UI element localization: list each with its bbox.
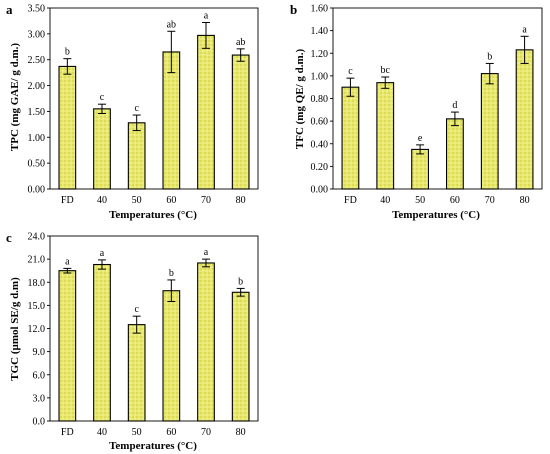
panel-b-y-tick-label: 0.00 — [311, 185, 329, 196]
panel-b-bar — [515, 49, 534, 190]
panel-c-plot-frame — [49, 235, 259, 422]
panel-a-bar — [231, 54, 250, 190]
panel-a-letter: a — [6, 2, 13, 17]
panel-c-x-tick-label: 60 — [166, 427, 176, 438]
panel-c-y-tick-label: 21.0 — [28, 255, 46, 266]
panel-b-x-tick-label: 70 — [485, 195, 495, 206]
panel-a-significance-letter: a — [204, 10, 209, 21]
panel-c-x-tick-label: 70 — [201, 427, 211, 438]
panel-c-x-tick-label: 40 — [97, 427, 107, 438]
panel-a-y-tick-label: 1.50 — [28, 107, 46, 118]
panel-a-x-tick-label: 80 — [236, 195, 246, 206]
panel-b-x-tick-label: 60 — [450, 195, 460, 206]
panel-c-y-tick-label: 12.0 — [28, 324, 46, 335]
panel-b-bar — [446, 118, 464, 190]
panel-c-y-tick-label: 0.0 — [33, 417, 46, 428]
panel-c-significance-letter: c — [134, 304, 139, 315]
panel-c-significance-letter: a — [204, 247, 209, 258]
panel-b-y-tick-label: 1.40 — [311, 26, 329, 37]
panel-b-plot-frame — [332, 7, 543, 190]
panel-c-bar — [127, 324, 146, 422]
panel-a-bar — [58, 65, 77, 190]
panel-a-bar — [197, 34, 215, 190]
panel-c-significance-letter: b — [238, 276, 243, 287]
panel-c-y-tick-label: 24.0 — [28, 232, 46, 243]
panel-a-significance-letter: ab — [236, 37, 245, 48]
panel-b-x-tick-label: FD — [344, 195, 357, 206]
panel-c-chart: c TGC (µmol SE/g d.m) Temperatures (°C) … — [6, 230, 259, 452]
panel-c-y-tick-label: 9.0 — [33, 347, 46, 358]
panel-c-letter: c — [6, 230, 12, 245]
panel-b-y-tick-label: 0.80 — [311, 94, 329, 105]
panel-c-y-axis-label: TGC (µmol SE/g d.m) — [9, 277, 21, 381]
panel-a-significance-letter: c — [134, 103, 139, 114]
panel-a-y-tick-label: 0.00 — [28, 185, 46, 196]
panel-a-x-tick-label: 70 — [201, 195, 211, 206]
panel-c-y-tick-label: 15.0 — [28, 301, 46, 312]
panel-c-y-tick-label: 18.0 — [28, 278, 46, 289]
panel-c-y-tick-label: 6.0 — [33, 370, 46, 381]
panel-b-letter: b — [290, 2, 297, 17]
panel-b-significance-letter: e — [418, 133, 423, 144]
panel-a-y-tick-label: 3.00 — [28, 29, 46, 40]
panel-a-x-tick-label: 40 — [97, 195, 107, 206]
panel-c-significance-letter: a — [100, 248, 105, 259]
panel-b-bar — [411, 148, 429, 190]
panel-b-x-tick-label: 40 — [380, 195, 390, 206]
panel-b-x-tick-label: 80 — [520, 195, 530, 206]
panel-a-x-tick-label: 50 — [132, 195, 142, 206]
panel-b-y-tick-label: 1.60 — [311, 4, 329, 15]
panel-a-plot-frame — [49, 7, 259, 190]
panel-b-x-tick-label: 50 — [415, 195, 425, 206]
panel-b-y-tick-label: 0.40 — [311, 139, 329, 150]
panel-b-y-tick-label: 1.20 — [311, 49, 329, 60]
panel-b-y-tick-label: 1.00 — [311, 71, 329, 82]
panel-a-y-tick-label: 3.50 — [28, 4, 46, 15]
panel-b-y-axis-label: TFC (mg QE/ g d.m.) — [294, 49, 306, 150]
panel-b-y-tick-label: 0.60 — [311, 117, 329, 128]
panel-c-bar — [58, 270, 77, 422]
panel-a-bar — [127, 122, 146, 190]
panel-a-chart: a TPC (mg GAE/ g d.m.) Temperatures (°C)… — [6, 2, 259, 221]
panel-b-significance-letter: b — [487, 51, 492, 62]
panel-b-bar — [376, 82, 395, 190]
panel-b-significance-letter: d — [452, 100, 457, 111]
panel-c-significance-letter: a — [65, 256, 70, 267]
panel-c-x-tick-label: FD — [61, 427, 74, 438]
panel-b-significance-letter: c — [348, 66, 353, 77]
panel-a-y-tick-label: 2.50 — [28, 55, 46, 66]
panel-a-bar — [93, 108, 111, 190]
panel-a-significance-letter: b — [65, 47, 70, 58]
panel-c-x-tick-label: 80 — [236, 427, 246, 438]
panel-c-x-tick-label: 50 — [132, 427, 142, 438]
panel-a-x-axis-label: Temperatures (°C) — [109, 209, 197, 221]
panel-a-y-tick-label: 1.00 — [28, 133, 46, 144]
panel-a-y-tick-label: 2.00 — [28, 81, 46, 92]
panel-c-significance-letter: b — [169, 268, 174, 279]
panel-c-bar — [162, 290, 181, 422]
panel-b-x-axis-label: Temperatures (°C) — [392, 209, 480, 221]
panel-b-chart: b TFC (mg QE/ g d.m.) Temperatures (°C) … — [290, 2, 543, 221]
panel-b-significance-letter: a — [522, 24, 527, 35]
panel-c-x-axis-label: Temperatures (°C) — [109, 440, 197, 452]
panel-a-y-tick-label: 0.50 — [28, 159, 46, 170]
panel-a-significance-letter: ab — [167, 19, 176, 30]
panel-c-y-tick-label: 3.0 — [33, 393, 46, 404]
panel-a-x-tick-label: FD — [61, 195, 74, 206]
panel-b-significance-letter: bc — [381, 65, 391, 76]
panel-c-bar — [93, 263, 111, 422]
panel-b-bar — [480, 73, 499, 190]
panel-a-significance-letter: c — [100, 92, 105, 103]
panel-a-y-axis-label: TPC (mg GAE/ g d.m.) — [9, 43, 21, 152]
panel-c-bar — [231, 291, 250, 422]
panel-a-x-tick-label: 60 — [166, 195, 176, 206]
panel-b-bar — [341, 86, 360, 190]
panel-b-y-tick-label: 0.20 — [311, 162, 329, 173]
panel-c-bar — [197, 262, 215, 422]
